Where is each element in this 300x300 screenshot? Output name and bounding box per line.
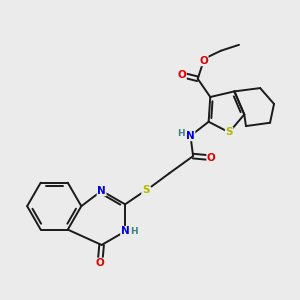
Text: S: S [142,185,149,196]
Text: N: N [186,130,195,141]
Text: S: S [225,127,233,137]
Text: O: O [178,70,186,80]
Text: H: H [130,227,138,236]
Text: N: N [121,226,129,236]
Text: N: N [97,186,106,196]
Text: O: O [199,56,208,66]
Text: O: O [96,258,104,268]
Text: H: H [177,130,185,139]
Text: O: O [207,153,216,163]
